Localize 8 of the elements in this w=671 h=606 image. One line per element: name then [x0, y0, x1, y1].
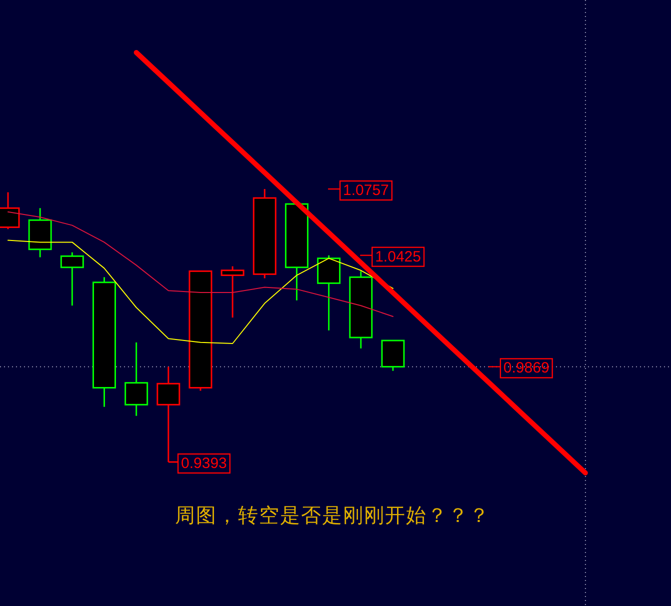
- candlestick: [124, 342, 148, 417]
- candlestick: [28, 207, 52, 258]
- text: 周图，转空是否是刚刚开始？？？: [175, 505, 490, 527]
- candlestick: [349, 270, 373, 350]
- annotation: 0.9393: [181, 455, 227, 472]
- annotation: 0.9869: [503, 360, 550, 377]
- annotation: 1.0425: [375, 248, 421, 266]
- annotation: 1.0757: [343, 182, 389, 199]
